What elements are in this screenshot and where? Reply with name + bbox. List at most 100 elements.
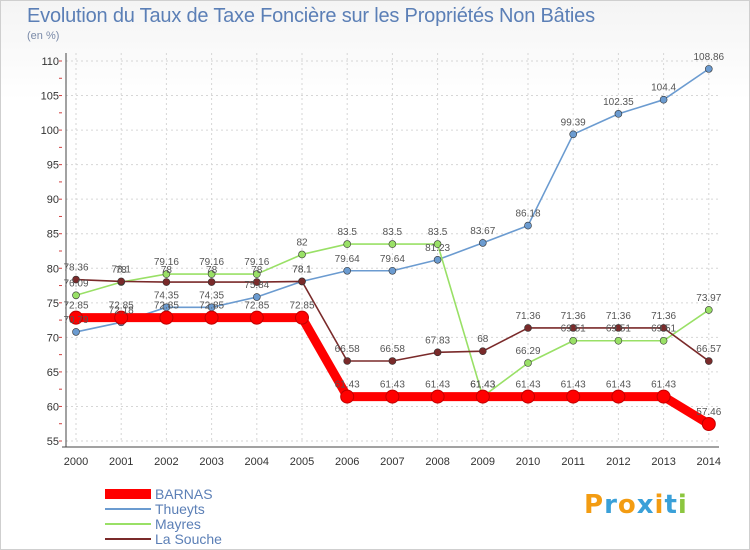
data-label: 61.43 (335, 380, 360, 391)
data-label: 61.43 (425, 380, 450, 391)
data-label: 83.5 (383, 227, 403, 238)
data-point (343, 240, 352, 248)
x-tick-label: 2007 (380, 456, 404, 468)
x-tick-label: 2003 (199, 456, 223, 468)
data-label: 61.43 (470, 380, 495, 391)
data-label: 74.35 (154, 290, 179, 301)
y-tick-label: 60 (47, 401, 59, 413)
data-point (701, 417, 716, 432)
data-label: 78.36 (63, 263, 88, 274)
data-labels: 72.85 72.85 72.85 72.85 72.85 72.85 61.43 61.43… (63, 52, 724, 418)
data-point (433, 240, 442, 248)
chart-title: Evolution du Taux de Taxe Foncière sur l… (27, 5, 595, 27)
data-point (207, 270, 216, 278)
logo-letter: i (654, 490, 665, 520)
data-point (298, 277, 306, 286)
data-label: 82 (296, 237, 308, 248)
data-point (614, 336, 623, 345)
data-label: 61.43 (515, 380, 540, 391)
data-point (162, 270, 171, 278)
y-tick-label: 85 (47, 229, 59, 241)
x-tick-label: 2004 (245, 456, 269, 468)
data-point (117, 277, 125, 286)
data-label: 108.86 (694, 52, 725, 63)
data-label: 72.85 (199, 301, 224, 312)
data-label: 61.43 (380, 380, 405, 391)
data-label: 72.85 (154, 301, 179, 312)
data-point (343, 266, 352, 275)
logo-letter: t (664, 490, 678, 520)
y-tick-label: 110 (41, 56, 59, 68)
data-point (433, 255, 442, 264)
data-point (524, 221, 532, 230)
data-label: 83.5 (337, 227, 357, 238)
data-point (388, 357, 397, 365)
data-point (656, 389, 671, 404)
x-tick-label: 2011 (561, 456, 585, 468)
x-tick-label: 2001 (109, 456, 133, 468)
data-label: 66.58 (380, 344, 405, 355)
x-tick-label: 2005 (290, 456, 314, 468)
data-point (478, 239, 487, 247)
data-point (569, 324, 578, 332)
chart-subtitle: (en %) (27, 30, 60, 42)
data-label: 83.5 (428, 227, 448, 238)
y-tick-label: 70 (47, 332, 59, 344)
x-tick-label: 2008 (425, 456, 449, 468)
data-label: 73.97 (696, 293, 721, 304)
data-point (298, 250, 306, 259)
data-label: 75.84 (244, 280, 269, 291)
data-label: 66.29 (515, 346, 540, 357)
data-label: 78.1 (292, 264, 312, 275)
data-point (207, 278, 216, 286)
y-tick-label: 65 (47, 367, 59, 379)
proxiti-logo: Proxiti (584, 490, 688, 520)
data-label: 66.58 (335, 344, 360, 355)
data-point (253, 293, 261, 301)
data-label: 69.51 (606, 324, 631, 335)
data-label: 76.09 (63, 278, 88, 289)
data-label: 72.85 (289, 301, 314, 312)
data-label: 104.4 (651, 83, 676, 94)
data-point (72, 275, 80, 284)
data-label: 69.51 (651, 324, 676, 335)
data-label: 66.57 (696, 344, 721, 355)
data-point (388, 240, 397, 248)
y-tick-label: 95 (47, 160, 59, 172)
data-point (253, 278, 261, 286)
legend-label: La Souche (155, 531, 222, 547)
data-point (569, 336, 578, 345)
data-point (72, 328, 80, 336)
data-point (343, 357, 352, 365)
data-label: 61.43 (606, 380, 631, 391)
data-label: 71.36 (561, 311, 586, 322)
x-tick-label: 2014 (697, 456, 721, 468)
data-label: 79.16 (154, 257, 179, 268)
data-point (659, 95, 668, 104)
data-point (433, 348, 442, 357)
x-tick-label: 2012 (606, 456, 630, 468)
data-label: 79.64 (335, 254, 360, 265)
data-label: 86.18 (515, 209, 540, 220)
data-point (566, 389, 581, 404)
data-point (253, 270, 261, 278)
x-tick-label: 2000 (64, 456, 88, 468)
data-point (704, 65, 713, 73)
series-lines (69, 65, 716, 432)
logo-letter: o (617, 490, 637, 520)
data-point (611, 389, 626, 404)
data-label: 79.16 (244, 257, 269, 268)
data-label: 71.36 (606, 311, 631, 322)
data-label: 78.1 (292, 264, 312, 275)
data-label: 102.35 (603, 97, 634, 108)
data-point (524, 359, 532, 367)
data-point (704, 357, 713, 365)
data-point (524, 324, 532, 332)
data-point (614, 110, 623, 118)
y-tick-label: 75 (47, 298, 59, 310)
data-point (249, 310, 264, 325)
data-label: 79.64 (380, 254, 405, 265)
data-point (162, 278, 171, 286)
